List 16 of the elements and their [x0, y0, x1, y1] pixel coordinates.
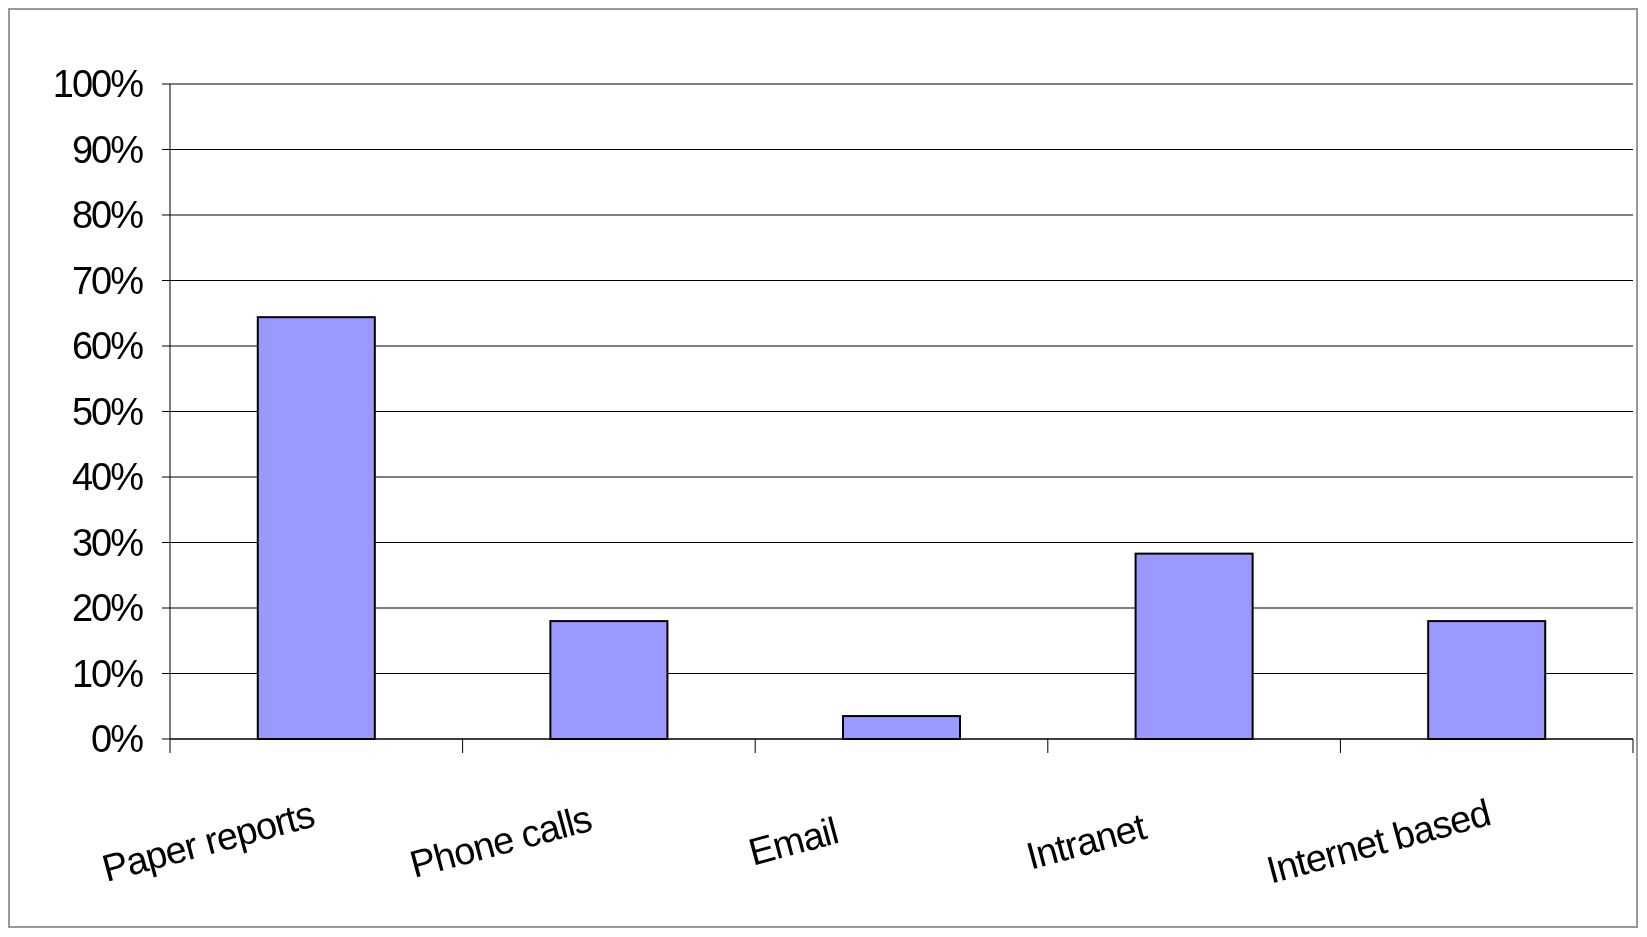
y-tick-label: 70% [71, 259, 144, 302]
y-tick-label: 10% [71, 652, 144, 695]
y-tick-label: 50% [71, 390, 144, 433]
x-tick-label: Internet based [1262, 791, 1495, 892]
y-tick-label: 40% [71, 456, 144, 499]
y-tick-label: 80% [71, 194, 144, 237]
x-tick-label: Paper reports [97, 793, 319, 890]
y-tick-label: 20% [71, 587, 144, 630]
y-tick-label: 100% [52, 63, 144, 106]
y-tick-label: 60% [71, 325, 144, 368]
y-tick-label: 30% [71, 521, 144, 564]
x-tick-label: Intranet [1021, 805, 1151, 878]
x-tick-label: Phone calls [405, 797, 596, 886]
x-tick-label: Email [744, 809, 843, 874]
y-tick-label: 0% [91, 718, 144, 761]
y-tick-label: 90% [71, 128, 144, 171]
